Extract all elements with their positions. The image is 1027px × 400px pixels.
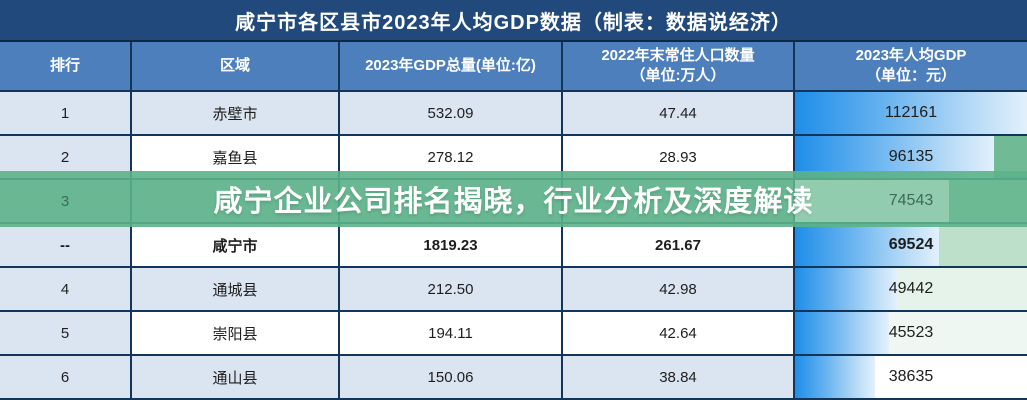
population-cell: 38.84 [563,356,795,400]
per-capita-cell: 38635 [795,356,1027,400]
population-cell: 42.98 [563,268,795,312]
data-bar [795,92,1027,134]
column-header-line: 区域 [219,56,250,74]
population-cell: 42.64 [563,312,795,356]
rank-value: 3 [60,192,70,210]
column-header-line: 排行 [49,56,80,74]
gdp-cell: 532.09 [340,92,563,136]
gdp-cell: 150.06 [340,356,563,400]
rank-value: 6 [60,368,70,386]
watermark-tint [897,268,1027,310]
per-capita-value: 112161 [884,104,938,121]
column-header-line: （单位：元） [865,67,956,84]
data-bar [795,312,890,354]
column-header-line: 2023年人均GDP [855,46,967,64]
per-capita-value: 38635 [888,368,934,385]
table-row: 1 赤壁市 532.09 47.44 112161 [0,92,1027,136]
region-cell: 赤壁市 [132,92,340,136]
column-header: 排行 [0,42,132,92]
column-header-line: （单位:万人） [630,67,726,84]
population-cell: 47.44 [563,92,795,136]
table-row: 5 崇阳县 194.11 42.64 45523 [0,312,1027,356]
region-cell: 崇阳县 [132,312,340,356]
column-header: 2023年人均GDP （单位：元） [795,42,1027,92]
data-bar [795,180,950,222]
promo-banner-text: 咸宁企业公司排名揭晓，行业分析及深度解读 [213,186,814,218]
data-bar [795,268,898,310]
rank-value: -- [60,236,70,254]
column-header-line: 2023年GDP总量(单位:亿) [365,56,536,74]
table-body: 1 赤壁市 532.09 47.44 112161 2 嘉鱼县 278.12 28.93 9613… [0,92,1027,400]
per-capita-value: 96135 [888,148,934,165]
column-header: 区域 [132,42,340,92]
table-row: 4 通城县 212.50 42.98 49442 [0,268,1027,312]
rank-cell: 5 [0,312,132,356]
rank-cell: -- [0,224,132,268]
data-bar [795,224,939,266]
column-header: 2023年GDP总量(单位:亿) [340,42,563,92]
per-capita-cell: 112161 [795,92,1027,136]
rank-value: 4 [60,280,70,298]
per-capita-cell: 49442 [795,268,1027,312]
per-capita-value: 49442 [888,280,934,297]
column-header-line: 2022年末常住人口数量 [601,46,755,64]
per-capita-value: 74543 [888,192,934,209]
per-capita-value: 45523 [888,324,934,341]
per-capita-value: 69524 [888,236,934,253]
table-header: 排行 区域 2023年GDP总量(单位:亿) 2022年末常住人口数量 （单位:万人） 2… [0,42,1027,92]
table-row: 6 通山县 150.06 38.84 38635 [0,356,1027,400]
rank-value: 2 [60,148,70,166]
region-cell: 通城县 [132,268,340,312]
gdp-cell: 1819.23 [340,224,563,268]
watermark-tint [938,224,1027,266]
data-bar [795,356,875,398]
population-cell: 261.67 [563,224,795,268]
rank-value: 5 [60,324,70,342]
gdp-cell: 212.50 [340,268,563,312]
watermark-tint [889,312,1027,354]
per-capita-cell: 45523 [795,312,1027,356]
rank-cell: 1 [0,92,132,136]
rank-cell: 4 [0,268,132,312]
region-cell: 通山县 [132,356,340,400]
page-title: 咸宁市各区县市2023年人均GDP数据（制表：数据说经济） [0,0,1027,42]
gdp-cell: 194.11 [340,312,563,356]
promo-banner: 咸宁企业公司排名揭晓，行业分析及深度解读 [0,171,1027,227]
column-header: 2022年末常住人口数量 （单位:万人） [563,42,795,92]
rank-cell: 6 [0,356,132,400]
rank-value: 1 [60,104,70,122]
per-capita-cell: 69524 [795,224,1027,268]
table-row: -- 咸宁市 1819.23 261.67 69524 [0,224,1027,268]
region-cell: 咸宁市 [132,224,340,268]
table-row: 2 嘉鱼县 278.12 28.93 96135 [0,136,1027,180]
